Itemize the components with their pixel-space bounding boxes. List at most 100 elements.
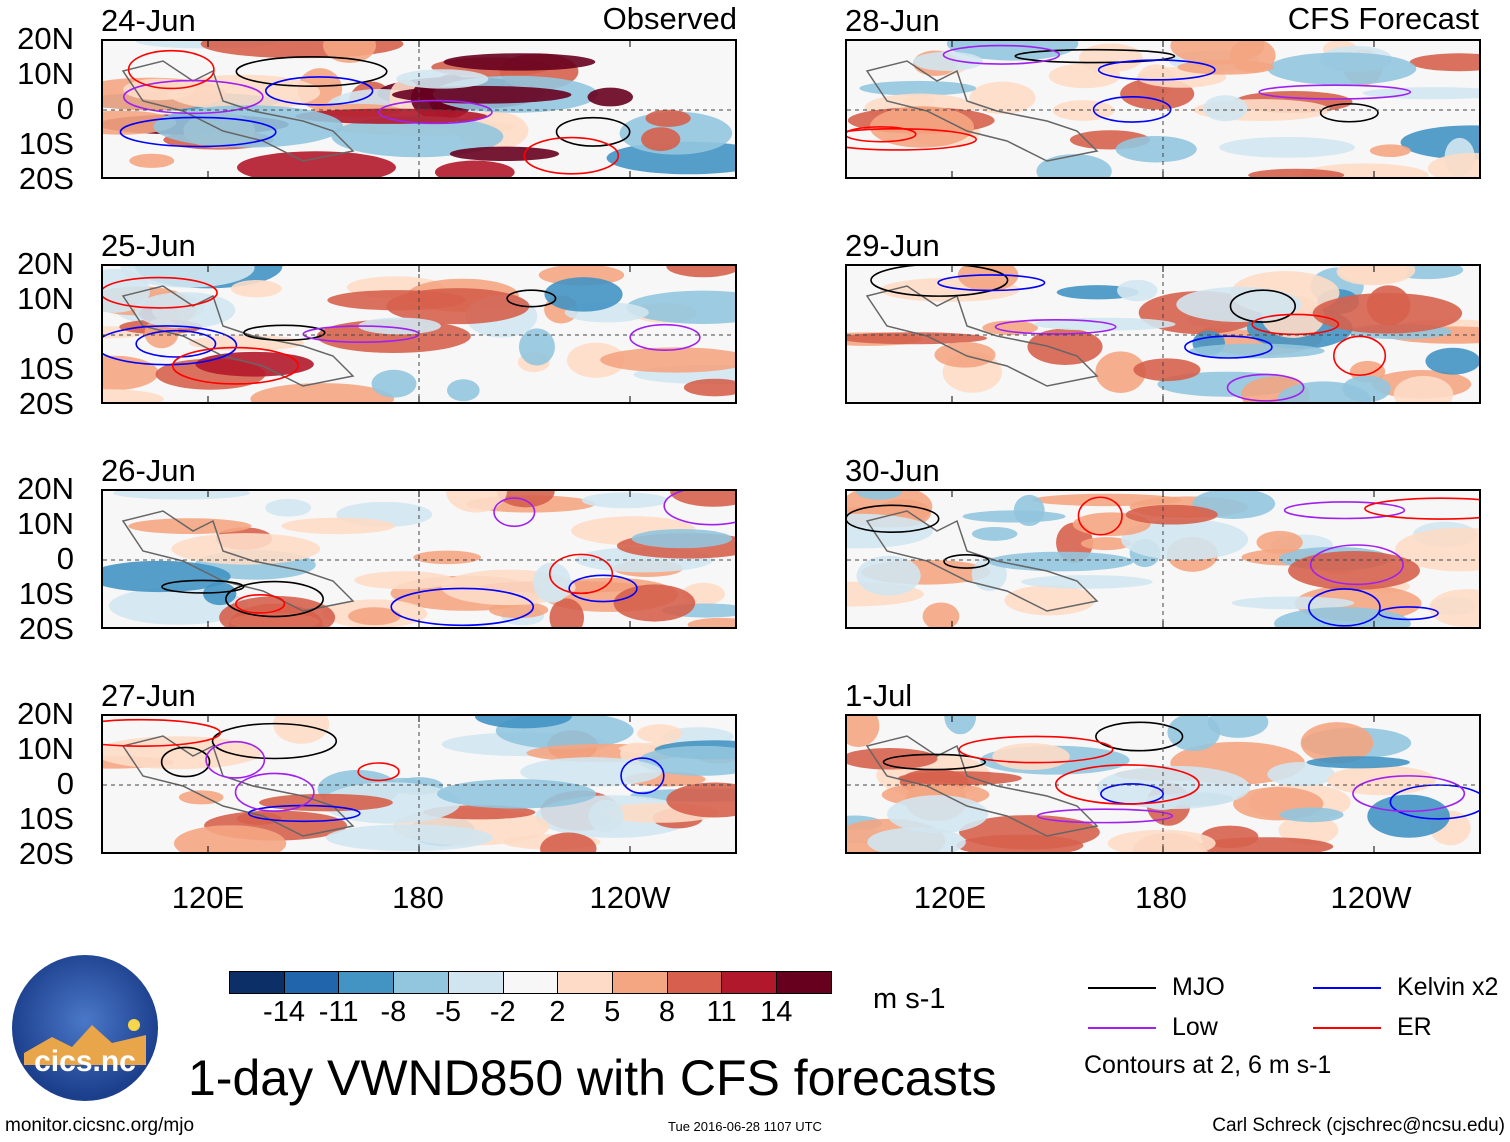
wind-anomaly-shading <box>549 598 585 627</box>
panel-date: 27-Jun <box>101 678 196 713</box>
low-contour <box>663 491 735 526</box>
footer-credit: Carl Schreck (cjschrec@ncsu.edu) <box>1212 1115 1505 1136</box>
wind-anomaly-shading <box>1393 375 1454 402</box>
lat-label: 20N <box>17 471 74 506</box>
wind-anomaly-shading <box>474 716 572 729</box>
figure-title: 1-day VWND850 with CFS forecasts <box>188 1050 997 1106</box>
colorbar-label: -8 <box>380 996 407 1028</box>
wind-anomaly-shading <box>637 724 683 743</box>
wind-anomaly-shading <box>645 109 691 127</box>
map-field <box>847 266 1479 402</box>
wind-anomaly-shading <box>134 292 236 329</box>
wind-anomaly-shading <box>1203 95 1248 122</box>
wind-anomaly-shading <box>128 518 252 534</box>
kelvin-contour <box>1184 335 1273 359</box>
wind-anomaly-shading <box>626 290 735 324</box>
wind-anomaly-shading <box>683 378 735 397</box>
wind-anomaly-shading <box>273 716 330 744</box>
low-legend-line <box>1088 1027 1156 1029</box>
wind-anomaly-shading <box>666 782 735 818</box>
wind-anomaly-shading <box>1274 607 1411 627</box>
wind-anomaly-shading <box>1229 41 1276 73</box>
wind-anomaly-shading <box>236 151 396 177</box>
wind-anomaly-shading <box>613 584 696 622</box>
wind-anomaly-shading <box>670 491 735 507</box>
map-panel <box>101 489 737 629</box>
low-contour <box>1352 775 1466 813</box>
mjo-contour <box>870 266 1009 297</box>
mjo-contour <box>225 580 324 618</box>
colorbar-swatch <box>447 971 504 994</box>
kelvin-contour <box>119 116 277 148</box>
wind-anomaly-shading <box>1004 585 1096 616</box>
wind-anomaly-shading <box>1267 52 1417 85</box>
wind-anomaly-shading <box>1409 53 1479 72</box>
wind-anomaly-shading <box>922 602 960 627</box>
coastline <box>121 510 355 612</box>
wind-anomaly-shading <box>1312 292 1463 334</box>
coastline <box>865 735 1099 837</box>
colorbar-label: 2 <box>549 996 566 1028</box>
er-legend-line <box>1313 1027 1381 1029</box>
lat-label: 20S <box>18 611 74 646</box>
mjo-contour <box>882 753 987 771</box>
wind-anomaly-shading <box>1369 144 1411 158</box>
colorbar-label: 8 <box>658 996 675 1028</box>
wind-anomaly-shading <box>1121 518 1249 561</box>
wind-anomaly-shading <box>1219 136 1355 158</box>
wind-anomaly-shading <box>259 793 393 812</box>
er-contour <box>103 276 218 309</box>
lon-label: 120E <box>171 880 245 915</box>
wind-anomaly-shading <box>1267 761 1335 787</box>
wind-anomaly-shading <box>1425 347 1479 375</box>
wind-anomaly-shading <box>581 492 669 509</box>
lat-label: 10N <box>17 56 74 91</box>
kelvin-contour <box>620 757 665 795</box>
lat-label: 20N <box>17 246 74 281</box>
low-contour <box>942 44 1061 65</box>
er-contour <box>847 126 917 143</box>
colorbar-label: 11 <box>706 996 737 1028</box>
er-contour <box>1077 496 1123 536</box>
low-contour <box>994 319 1117 335</box>
low-contour <box>1036 808 1174 824</box>
er-contour <box>548 553 614 595</box>
wind-anomaly-shading <box>120 266 255 288</box>
wind-anomaly-shading <box>641 127 681 152</box>
wind-anomaly-shading <box>1278 815 1339 845</box>
er-contour <box>171 346 300 385</box>
mjo-contour <box>555 116 631 147</box>
wind-anomaly-shading <box>203 582 237 606</box>
colorbar-swatch <box>229 971 285 994</box>
lat-label: 10N <box>17 731 74 766</box>
wind-anomaly-shading <box>434 160 515 177</box>
colorbar-label: -2 <box>489 996 516 1028</box>
wind-anomaly-shading <box>982 320 1038 336</box>
colorbar-swatch <box>666 971 723 994</box>
lat-label: 20S <box>18 161 74 196</box>
mjo-contour <box>160 746 211 778</box>
map-panel <box>845 264 1481 404</box>
lon-label: 120W <box>589 880 671 915</box>
kelvin-contour <box>103 325 238 366</box>
map-panel <box>101 714 737 854</box>
wind-anomaly-shading <box>1036 154 1112 177</box>
map-field <box>847 41 1479 177</box>
coastline <box>865 285 1099 387</box>
map-field <box>103 266 735 402</box>
wind-anomaly-shading <box>897 771 1022 786</box>
panel-date: 25-Jun <box>101 228 196 263</box>
wind-anomaly-shading <box>1125 504 1218 525</box>
wind-anomaly-shading <box>1117 279 1158 302</box>
colorbar-swatch <box>338 971 395 994</box>
lat-label: 10S <box>18 801 74 836</box>
wind-anomaly-shading <box>587 87 634 107</box>
footer-url[interactable]: monitor.cicsnc.org/mjo <box>5 1115 195 1136</box>
er-contour <box>1364 497 1479 520</box>
wind-anomaly-shading <box>856 555 921 596</box>
colorbar-swatch <box>557 971 614 994</box>
observed-header: Observed <box>602 1 737 36</box>
wind-anomaly-shading <box>959 815 1100 850</box>
wind-anomaly-shading <box>1176 286 1302 323</box>
